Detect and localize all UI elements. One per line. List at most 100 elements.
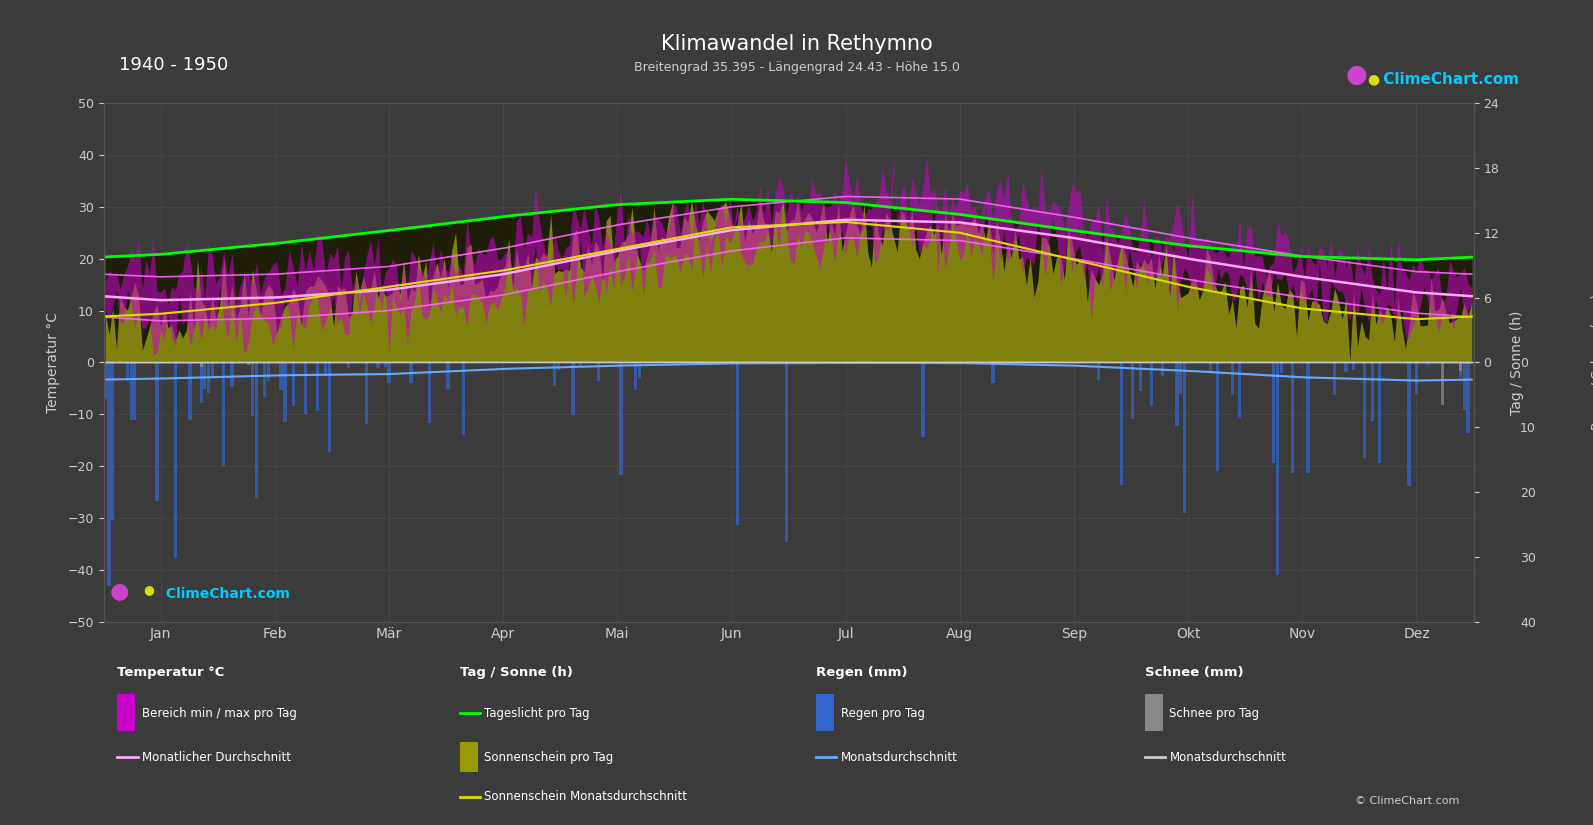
Bar: [1467, 362, 1470, 433]
Text: Monatsdurchschnitt: Monatsdurchschnitt: [841, 751, 957, 764]
Bar: [1459, 362, 1462, 377]
Bar: [207, 362, 210, 394]
Bar: [785, 362, 789, 542]
Bar: [384, 362, 387, 367]
Bar: [1161, 362, 1164, 375]
Bar: [1209, 362, 1212, 372]
Bar: [1333, 362, 1337, 395]
Bar: [126, 362, 129, 381]
Bar: [553, 362, 556, 386]
Text: Tag / Sonne (h): Tag / Sonne (h): [460, 666, 572, 679]
Bar: [460, 742, 478, 771]
Bar: [446, 362, 449, 389]
Bar: [1408, 362, 1411, 486]
Bar: [129, 362, 132, 421]
Text: ClimeChart.com: ClimeChart.com: [161, 587, 290, 601]
Bar: [597, 362, 601, 381]
Bar: [104, 362, 107, 399]
Bar: [204, 362, 207, 389]
Text: Tageslicht pro Tag: Tageslicht pro Tag: [484, 706, 589, 719]
Bar: [1179, 362, 1182, 394]
Bar: [1176, 362, 1179, 427]
Text: Breitengrad 35.395 - Längengrad 24.43 - Höhe 15.0: Breitengrad 35.395 - Längengrad 24.43 - …: [634, 61, 959, 74]
Text: ●: ●: [143, 582, 155, 596]
Text: ●: ●: [110, 581, 129, 601]
Bar: [816, 694, 833, 731]
Bar: [323, 362, 327, 376]
Text: Regen pro Tag: Regen pro Tag: [841, 706, 924, 719]
Bar: [268, 362, 271, 381]
Bar: [1292, 362, 1295, 474]
Bar: [1352, 362, 1356, 370]
Bar: [284, 362, 287, 422]
Bar: [118, 694, 135, 731]
Bar: [134, 362, 137, 420]
Text: ●: ●: [1346, 63, 1368, 87]
Bar: [328, 362, 331, 452]
Bar: [174, 362, 177, 559]
Bar: [188, 362, 191, 419]
Bar: [1378, 362, 1381, 463]
Bar: [620, 362, 623, 475]
Bar: [1231, 362, 1235, 394]
Bar: [210, 362, 213, 375]
Bar: [1139, 362, 1142, 390]
Bar: [247, 362, 250, 365]
Bar: [223, 362, 226, 465]
Bar: [1131, 362, 1134, 419]
Bar: [1238, 362, 1241, 417]
Bar: [921, 362, 924, 436]
Bar: [387, 362, 390, 383]
Text: ClimeChart.com: ClimeChart.com: [1378, 72, 1520, 87]
Bar: [1279, 362, 1282, 373]
Text: Regen (mm): Regen (mm): [816, 666, 908, 679]
Bar: [263, 362, 266, 397]
Bar: [578, 362, 581, 365]
Bar: [429, 362, 432, 423]
Bar: [231, 362, 234, 387]
Bar: [365, 362, 368, 424]
Bar: [1276, 362, 1279, 575]
Bar: [304, 362, 307, 414]
Bar: [1459, 362, 1462, 370]
Text: Bereich min / max pro Tag: Bereich min / max pro Tag: [142, 706, 296, 719]
Bar: [736, 362, 739, 525]
Bar: [637, 362, 640, 378]
Bar: [347, 362, 350, 368]
Text: © ClimeChart.com: © ClimeChart.com: [1356, 795, 1459, 805]
Text: Klimawandel in Rethymno: Klimawandel in Rethymno: [661, 34, 932, 54]
Bar: [279, 362, 282, 390]
Text: Monatsdurchschnitt: Monatsdurchschnitt: [1169, 751, 1286, 764]
Y-axis label: Tag / Sonne (h): Tag / Sonne (h): [1510, 310, 1525, 415]
Y-axis label: Temperatur °C: Temperatur °C: [46, 312, 61, 412]
Bar: [991, 362, 994, 384]
Text: Sonnenschein pro Tag: Sonnenschein pro Tag: [484, 751, 613, 764]
Bar: [409, 362, 413, 384]
Text: 1940 - 1950: 1940 - 1950: [119, 56, 229, 74]
Bar: [1344, 362, 1348, 372]
Bar: [1145, 694, 1163, 731]
Text: Monatlicher Durchschnitt: Monatlicher Durchschnitt: [142, 751, 292, 764]
Text: ●: ●: [1367, 73, 1380, 87]
Bar: [1364, 362, 1367, 458]
Bar: [634, 362, 637, 390]
Bar: [1370, 362, 1373, 421]
Text: Temperatur °C: Temperatur °C: [118, 666, 225, 679]
Bar: [1120, 362, 1123, 485]
Bar: [199, 362, 202, 367]
Bar: [112, 362, 115, 520]
Bar: [315, 362, 319, 412]
Bar: [1415, 362, 1418, 394]
Bar: [1150, 362, 1153, 406]
Bar: [1306, 362, 1309, 474]
Bar: [1098, 362, 1101, 380]
Bar: [255, 362, 258, 498]
Bar: [1273, 362, 1276, 464]
Text: Schnee (mm): Schnee (mm): [1145, 666, 1244, 679]
Bar: [556, 362, 559, 370]
Text: Schnee pro Tag: Schnee pro Tag: [1169, 706, 1260, 719]
Bar: [1462, 362, 1466, 410]
Bar: [1440, 362, 1443, 405]
Bar: [462, 362, 465, 436]
Bar: [1426, 362, 1429, 365]
